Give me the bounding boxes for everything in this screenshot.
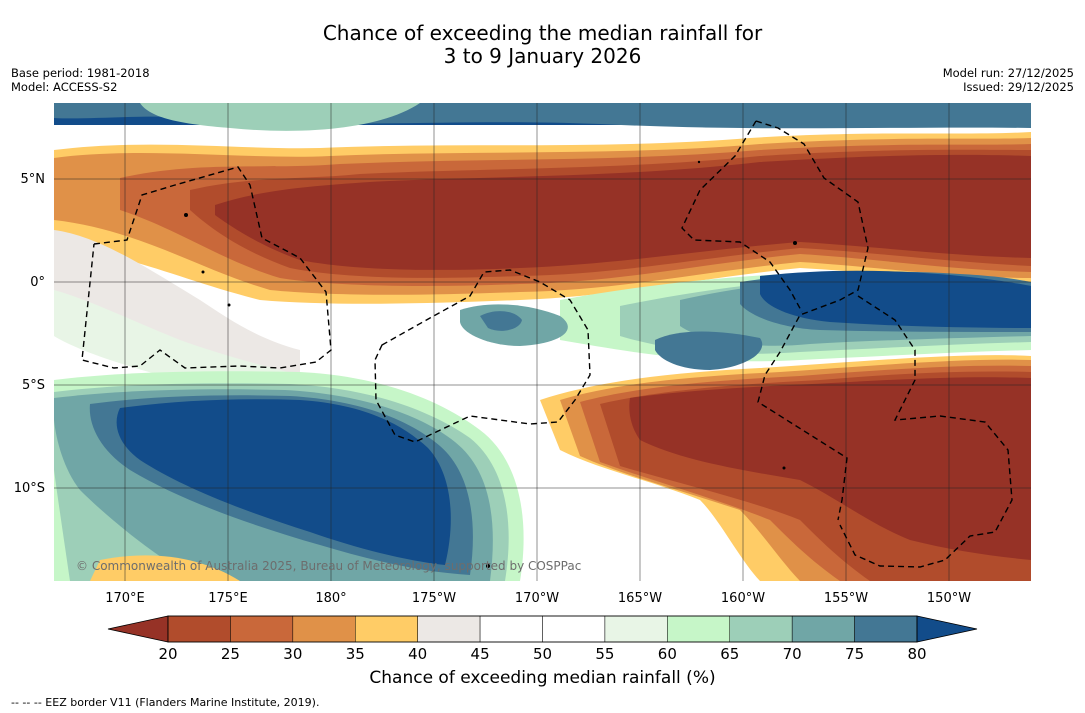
island-1 (184, 213, 188, 217)
colorbar-under-arrow (107, 615, 169, 643)
colorbar-tick-label: 35 (346, 645, 365, 663)
colorbar-cell (355, 615, 418, 643)
colorbar-tick-label: 60 (658, 645, 677, 663)
issued-date: Issued: 29/12/2025 (963, 80, 1074, 94)
colorbar-cell (604, 615, 668, 643)
colorbar-tick-label: 70 (783, 645, 802, 663)
south-dark-brown-core (629, 377, 1031, 560)
colorbar-cell (479, 615, 543, 643)
colorbar-tick-label: 50 (533, 645, 552, 663)
north-dark-brown-core (215, 154, 1031, 270)
eez-border-northeast (755, 120, 869, 521)
colorbar-cells (167, 615, 918, 643)
colorbar-cell (417, 615, 481, 643)
colorbar-tick-label: 55 (595, 645, 614, 663)
lon-label: 175°W (412, 591, 456, 606)
meta-right: Model run: 27/12/2025 Issued: 29/12/2025 (943, 66, 1074, 94)
eez-border-southeast (839, 295, 1013, 568)
colorbar-tick-label: 45 (471, 645, 490, 663)
colorbar-tick-label: 65 (720, 645, 739, 663)
west-grey-zone (54, 230, 300, 380)
lon-label: 165°W (618, 591, 662, 606)
colorbar-tick-label: 75 (845, 645, 864, 663)
colorbar-tick-label: 80 (907, 645, 926, 663)
island-2 (201, 270, 205, 274)
colorbar-tick-label: 25 (221, 645, 240, 663)
colorbar-cell (667, 615, 730, 643)
colorbar-cell (230, 615, 294, 643)
lon-label: 155°W (824, 591, 868, 606)
base-period: Base period: 1981-2018 (11, 66, 150, 80)
island-4 (793, 241, 797, 245)
colorbar-tick-label: 20 (158, 645, 177, 663)
lon-axis: 170°E 175°E 180° 175°W 170°W 165°W 160°W… (105, 591, 971, 606)
colorbar-ticks: 20 25 30 35 40 45 50 55 60 65 70 75 80 (158, 645, 926, 663)
map-canvas (54, 103, 1031, 581)
lon-label: 170°W (515, 591, 559, 606)
model-run: Model run: 27/12/2025 (942, 66, 1074, 80)
colorbar-cell (292, 615, 356, 643)
lon-label: 175°E (208, 591, 248, 606)
lon-label: 160°W (721, 591, 765, 606)
eez-border-central (374, 269, 591, 443)
lat-label: 5°N (21, 172, 46, 187)
lat-label: 0° (30, 275, 45, 290)
map-copyright: © Commonwealth of Australia 2025, Bureau… (76, 559, 581, 573)
lat-label: 5°S (22, 378, 45, 393)
island-5 (782, 466, 786, 470)
eez-footnote: -- -- -- EEZ border V11 (Flanders Marine… (11, 696, 320, 709)
lon-label: 170°E (105, 591, 145, 606)
colorbar-cell (791, 615, 855, 643)
southwest-navy-core (116, 399, 451, 565)
colorbar-cell (167, 615, 231, 643)
colorbar-cell (854, 615, 918, 643)
colorbar-label: Chance of exceeding median rainfall (%) (369, 668, 716, 688)
island-6 (697, 160, 701, 164)
lat-axis: 5°N 0° 5°S 10°S (14, 172, 45, 496)
island-7 (486, 564, 490, 568)
meta-left: Base period: 1981-2018 Model: ACCESS-S2 (11, 66, 150, 94)
map-title-line2: 3 to 9 January 2026 (443, 44, 642, 68)
colorbar-tick-label: 30 (283, 645, 302, 663)
colorbar-cell (542, 615, 606, 643)
lon-label: 150°W (927, 591, 971, 606)
eez-borders (81, 120, 1013, 568)
mid-slate-patch (655, 331, 763, 370)
eez-border-west (81, 166, 332, 369)
colorbar-over-arrow (916, 615, 978, 643)
islands (184, 160, 797, 568)
north-teal-patch (140, 103, 420, 131)
colorbar-cell (729, 615, 793, 643)
equator-navy-core (760, 270, 1031, 328)
colorbar-tick-label: 40 (408, 645, 427, 663)
model-name: Model: ACCESS-S2 (11, 80, 118, 94)
lat-label: 10°S (14, 481, 45, 496)
colorbar: 20 25 30 35 40 45 50 55 60 65 70 75 80 (107, 615, 978, 663)
lon-label: 180° (315, 591, 346, 606)
island-3 (227, 303, 231, 307)
colorbar-frame (167, 615, 918, 643)
map-title: Chance of exceeding the median rainfall … (0, 22, 1085, 68)
central-slate-spot (480, 311, 522, 331)
map-title-line1: Chance of exceeding the median rainfall … (322, 21, 763, 45)
eez-border-east-upper (681, 120, 803, 313)
southwest-yellow-patch (90, 555, 240, 581)
